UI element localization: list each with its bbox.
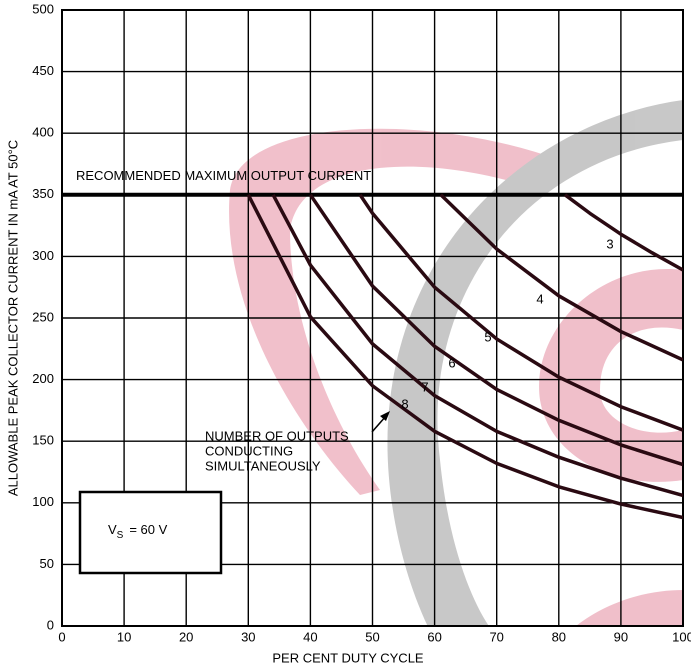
x-tick-label: 60 [427, 629, 441, 644]
annotation-line: NUMBER OF OUTPUTS [205, 428, 349, 443]
curve-label: 5 [484, 329, 491, 344]
x-axis-label: PER CENT DUTY CYCLE [272, 650, 424, 665]
curve [565, 195, 683, 270]
curve-label: 6 [448, 355, 455, 370]
x-tick-label: 80 [552, 629, 566, 644]
x-tick-label: 50 [365, 629, 379, 644]
x-tick-label: 10 [117, 629, 131, 644]
condition-symbol: V [108, 522, 117, 537]
curve-label: 3 [606, 236, 613, 251]
y-axis-label: ALLOWABLE PEAK COLLECTOR CURRENT IN mA A… [5, 140, 20, 496]
condition-text: = 60 V [129, 522, 167, 537]
x-tick-label: 40 [303, 629, 317, 644]
limit-label: RECOMMENDED MAXIMUM OUTPUT CURRENT [76, 168, 371, 183]
curve-label: 4 [536, 291, 543, 306]
y-tick-label: 350 [32, 186, 54, 201]
x-tick-label: 20 [179, 629, 193, 644]
x-tick-label: 30 [241, 629, 255, 644]
y-tick-label: 250 [32, 309, 54, 324]
annotation-line: SIMULTANEOUSLY [205, 458, 321, 473]
chart: PER CENT DUTY CYCLE ALLOWABLE PEAK COLLE… [0, 0, 691, 669]
curve-label: 7 [421, 379, 428, 394]
y-tick-label: 500 [32, 1, 54, 16]
y-tick-label: 50 [40, 556, 54, 571]
y-tick-label: 100 [32, 494, 54, 509]
x-tick-label: 0 [58, 629, 65, 644]
y-tick-label: 150 [32, 433, 54, 448]
y-tick-label: 450 [32, 63, 54, 78]
y-tick-label: 200 [32, 371, 54, 386]
x-tick-label: 100 [672, 629, 691, 644]
x-tick-label: 70 [489, 629, 503, 644]
y-tick-label: 400 [32, 125, 54, 140]
x-tick-label: 90 [614, 629, 628, 644]
condition-subscript: S [117, 530, 124, 541]
curve-label: 8 [401, 396, 408, 411]
y-tick-label: 300 [32, 248, 54, 263]
annotation-line: CONDUCTING [205, 443, 293, 458]
y-tick-label: 0 [47, 617, 54, 632]
